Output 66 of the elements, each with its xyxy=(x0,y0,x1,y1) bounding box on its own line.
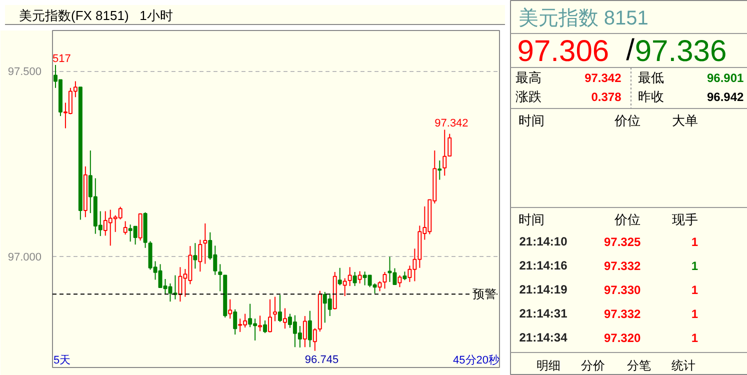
text: 97.320 xyxy=(604,331,642,345)
text: 21:14:31 xyxy=(519,306,568,320)
y-tick-label: 97.000 xyxy=(8,251,42,264)
text: 21:14:10 xyxy=(519,234,568,248)
text: 97.306 xyxy=(517,35,610,68)
text: 价位 xyxy=(613,212,640,227)
text: 分笔 xyxy=(626,358,651,372)
text: 97.332 xyxy=(604,307,642,321)
candlestick xyxy=(278,294,282,322)
annotation: 97.342 xyxy=(434,118,468,130)
text: 最高 xyxy=(515,70,542,85)
candlestick xyxy=(302,316,307,348)
text: 明细 xyxy=(536,358,560,372)
text: 大单 xyxy=(672,113,698,128)
text: 统计 xyxy=(671,358,696,372)
candlestick xyxy=(358,270,362,284)
text: 97.342 xyxy=(584,71,622,85)
candlestick xyxy=(233,308,238,336)
candlestick xyxy=(263,320,268,334)
annotation: 96.745 xyxy=(304,354,339,366)
candlestick xyxy=(218,264,222,292)
text: 97.325 xyxy=(604,235,642,249)
text: 96.942 xyxy=(706,90,744,104)
candlestick xyxy=(338,267,342,286)
text: 时间 xyxy=(518,212,544,227)
text: 21:14:16 xyxy=(519,258,568,272)
text: 97.336 xyxy=(634,35,727,68)
text: 1 xyxy=(691,307,698,321)
text: 价位 xyxy=(613,113,640,128)
text: 时间 xyxy=(518,113,544,128)
text: 分价 xyxy=(581,358,606,372)
text: 涨跌 xyxy=(515,89,542,104)
text: 现手 xyxy=(672,212,698,227)
annotation: 517 xyxy=(52,52,71,65)
candlestick xyxy=(258,315,262,332)
candlestick xyxy=(282,308,287,330)
text: 97.332 xyxy=(604,259,642,273)
text: 1 xyxy=(691,331,698,345)
candlestick xyxy=(198,239,202,272)
text: 最低 xyxy=(638,70,664,85)
text: / xyxy=(626,34,636,67)
text: 昨收 xyxy=(638,89,664,104)
candlestick xyxy=(308,310,312,348)
ref-line-label: 预警 xyxy=(472,287,497,302)
text: 21:14:19 xyxy=(519,282,568,296)
candlestick xyxy=(398,274,402,288)
annotation: 5天 xyxy=(54,354,71,366)
text: 45分20秒 xyxy=(453,354,500,366)
text: 97.330 xyxy=(604,283,642,297)
candlestick xyxy=(228,298,232,320)
text: 美元指数 8151 xyxy=(518,6,648,30)
candlestick xyxy=(203,222,208,264)
text: 1 xyxy=(691,283,698,297)
candlestick xyxy=(268,298,272,333)
text: 21:14:34 xyxy=(519,330,568,344)
text: 1 xyxy=(691,235,698,249)
candlestick xyxy=(273,296,277,322)
candlestick xyxy=(352,271,357,287)
candlestick xyxy=(193,242,198,270)
text: 1 xyxy=(691,259,698,273)
text: 0.378 xyxy=(591,90,622,104)
text: 96.901 xyxy=(706,71,744,85)
chart-title: 美元指数(FX 8151) 1小时 xyxy=(19,8,173,23)
candlestick xyxy=(438,160,442,180)
y-tick-label: 97.500 xyxy=(8,66,42,78)
candlestick xyxy=(123,220,128,236)
